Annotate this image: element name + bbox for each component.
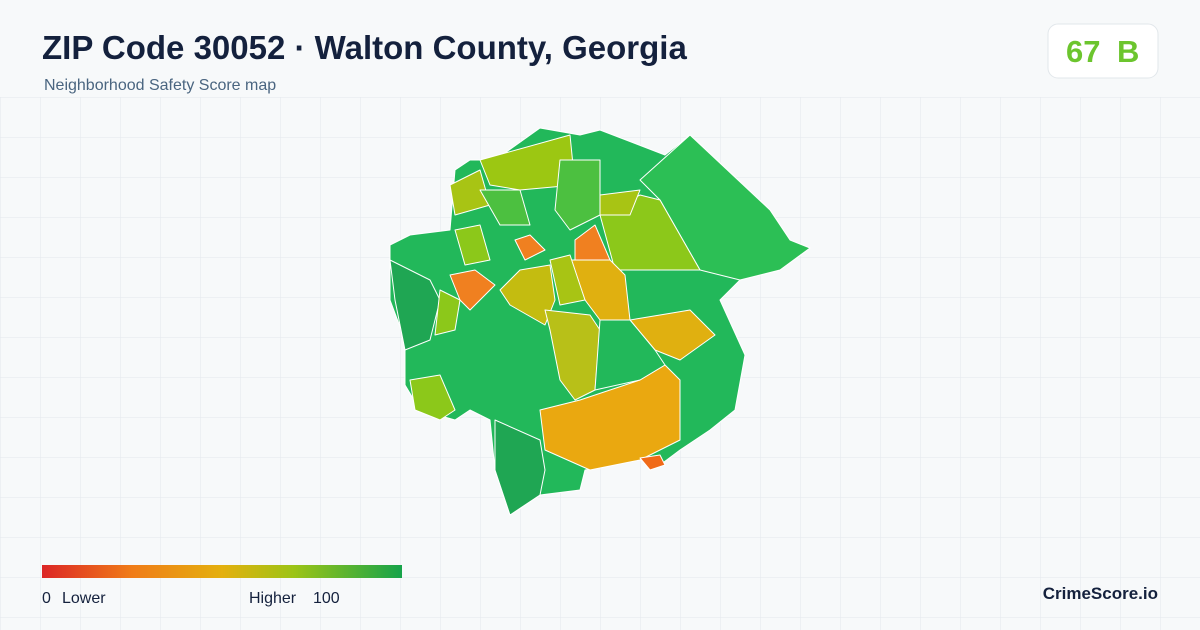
region — [494, 419, 546, 516]
region — [479, 189, 531, 226]
region — [639, 454, 666, 471]
region — [409, 374, 456, 421]
region — [539, 364, 681, 471]
region — [499, 264, 556, 326]
legend-min: 0 — [42, 590, 51, 607]
region — [389, 259, 441, 351]
region — [594, 319, 666, 391]
region — [599, 189, 641, 216]
legend-min-label: Lower — [62, 590, 106, 607]
region — [549, 254, 586, 306]
legend-scale — [42, 565, 402, 578]
legend-max: 100 — [313, 590, 340, 607]
zip-map — [389, 127, 811, 516]
region — [514, 234, 546, 261]
score-grade: B — [1117, 34, 1139, 69]
region — [544, 309, 601, 401]
brand: CrimeScore.io — [1043, 584, 1158, 603]
region — [454, 224, 491, 266]
title: ZIP Code 30052 · Walton County, Georgia — [42, 29, 687, 66]
legend-max-label: Higher — [249, 590, 297, 607]
region — [434, 289, 461, 336]
score-badge — [1047, 23, 1159, 79]
region — [554, 159, 601, 231]
region — [449, 269, 496, 311]
region — [479, 134, 576, 191]
subtitle: Neighborhood Safety Score map — [44, 77, 276, 94]
region — [639, 134, 811, 281]
score-value: 67 — [1066, 34, 1100, 69]
